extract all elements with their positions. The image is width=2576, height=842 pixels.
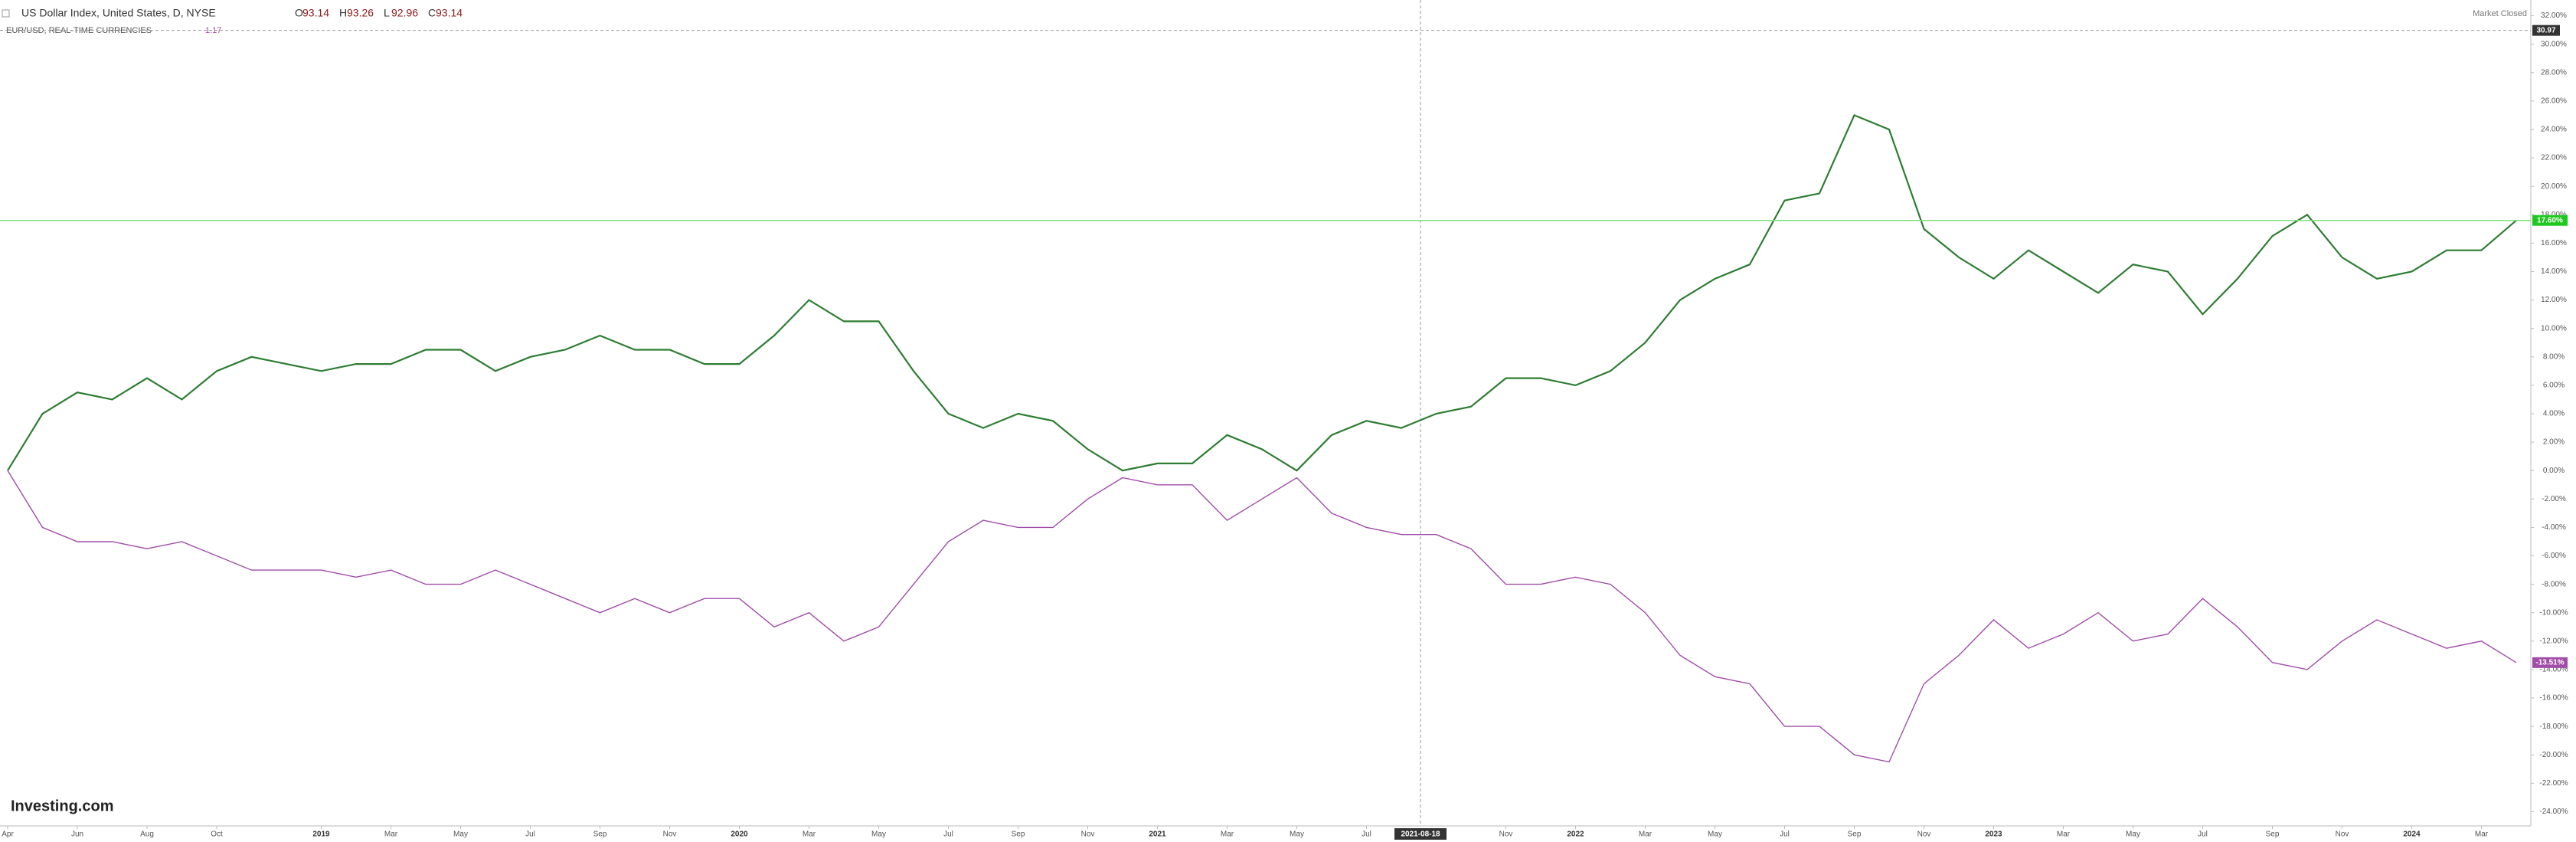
y-tick-label: -6.00% xyxy=(2542,552,2566,560)
ohlc-value: 93.14 xyxy=(436,7,463,19)
ohlc-values: O 93.14 H 93.26 L 92.96 C 93.14 xyxy=(295,7,463,19)
x-tick-label: May xyxy=(871,831,886,839)
y-tick-label: 2.00% xyxy=(2543,438,2565,447)
x-tick-label: 2021 xyxy=(1149,831,1166,839)
x-tick-label: Mar xyxy=(1639,831,1652,839)
y-tick-label: 6.00% xyxy=(2543,382,2565,390)
collapse-icon[interactable] xyxy=(2,9,10,18)
x-tick-label: May xyxy=(453,831,468,839)
y-tick-label: 10.00% xyxy=(2541,324,2567,333)
y-tick-label: 18.00% xyxy=(2541,211,2567,219)
y-tick-label: -2.00% xyxy=(2542,495,2566,503)
ohlc-label: H xyxy=(339,7,347,19)
y-tick-label: -16.00% xyxy=(2539,694,2568,703)
x-tick-label: 2023 xyxy=(1985,831,2002,839)
x-tick-label: Aug xyxy=(140,831,154,839)
x-tick-label: 2019 xyxy=(312,831,330,839)
ohlc-value: 93.26 xyxy=(347,7,374,19)
series-line xyxy=(7,113,2517,472)
reference-badge xyxy=(2532,25,2560,36)
y-tick-label: -8.00% xyxy=(2542,580,2566,588)
ohlc-value: 92.96 xyxy=(391,7,418,19)
y-tick-label: 30.00% xyxy=(2541,40,2567,48)
y-tick-label: 14.00% xyxy=(2541,267,2567,276)
x-tick-label: Apr xyxy=(2,831,14,839)
x-tick-label: May xyxy=(1290,831,1304,839)
reference-label: 30.97 xyxy=(2536,26,2555,34)
x-tick-label: Nov xyxy=(663,831,677,839)
last-value-label: -13.51% xyxy=(2535,658,2564,667)
series-name: EUR/USD, REAL-TIME CURRENCIES xyxy=(6,26,152,35)
y-tick-label: 28.00% xyxy=(2541,68,2567,77)
x-tick-label: Sep xyxy=(1012,831,1025,839)
y-tick-label: -10.00% xyxy=(2539,608,2568,617)
last-value-badge xyxy=(2532,215,2568,226)
x-tick-label: Mar xyxy=(1221,831,1234,839)
x-tick-label: Jul xyxy=(1362,831,1371,839)
crosshair-badge xyxy=(1394,828,1447,840)
series-title: US Dollar Index, United States, D, NYSE xyxy=(21,7,216,19)
y-tick-label: -12.00% xyxy=(2539,637,2568,645)
y-tick-label: 32.00% xyxy=(2541,11,2567,20)
series-quote: 1.17 xyxy=(205,26,221,35)
y-tick-label: -18.00% xyxy=(2539,722,2568,731)
y-tick-label: 12.00% xyxy=(2541,296,2567,304)
market-status: Market Closed xyxy=(2473,9,2527,18)
ohlc-label: C xyxy=(428,7,436,19)
ohlc-label: O xyxy=(295,7,303,19)
y-tick-label: -20.00% xyxy=(2539,751,2568,759)
crosshair-label: 2021-08-18 xyxy=(1401,831,1440,839)
x-tick-label: May xyxy=(2126,831,2140,839)
last-value-label: 17.60% xyxy=(2537,216,2563,224)
ohlc-label: L xyxy=(384,7,390,19)
x-tick-label: Jul xyxy=(1780,831,1790,839)
x-tick-label: Sep xyxy=(1848,831,1862,839)
x-tick-label: 2022 xyxy=(1567,831,1584,839)
y-tick-label: 26.00% xyxy=(2541,97,2567,106)
x-tick-label: Nov xyxy=(1499,831,1513,839)
y-tick-label: 24.00% xyxy=(2541,126,2567,134)
y-tick-label: 22.00% xyxy=(2541,154,2567,162)
y-tick-label: -4.00% xyxy=(2542,523,2566,532)
x-tick-label: Sep xyxy=(593,831,607,839)
series-line xyxy=(7,470,2517,763)
y-tick-label: -24.00% xyxy=(2539,808,2568,816)
y-tick-label: 0.00% xyxy=(2543,467,2565,475)
x-tick-label: Sep xyxy=(2266,831,2280,839)
last-value-badge xyxy=(2532,657,2568,668)
logo: Investing.com xyxy=(11,798,113,814)
x-tick-label: Oct xyxy=(211,831,223,839)
x-tick-label: Jul xyxy=(943,831,953,839)
y-tick-label: -22.00% xyxy=(2539,779,2568,788)
y-tick-label: 20.00% xyxy=(2541,182,2567,191)
x-tick-label: Jul xyxy=(525,831,535,839)
x-tick-label: Nov xyxy=(1081,831,1095,839)
x-tick-label: Mar xyxy=(2057,831,2071,839)
x-tick-label: Mar xyxy=(2475,831,2489,839)
x-tick-label: Jul xyxy=(2198,831,2208,839)
ohlc-value: 93.14 xyxy=(302,7,329,19)
y-tick-label: 8.00% xyxy=(2543,352,2565,361)
y-tick-label: 4.00% xyxy=(2543,410,2565,418)
y-tick-label: -14.00% xyxy=(2539,666,2568,674)
x-tick-label: Nov xyxy=(1917,831,1931,839)
x-tick-label: Jun xyxy=(71,831,83,839)
x-tick-label: May xyxy=(1708,831,1722,839)
x-tick-label: Mar xyxy=(384,831,398,839)
x-tick-label: 2020 xyxy=(731,831,748,839)
y-tick-label: 16.00% xyxy=(2541,239,2567,247)
x-tick-label: Mar xyxy=(803,831,816,839)
x-tick-label: Nov xyxy=(2336,831,2349,839)
x-tick-label: 2024 xyxy=(2403,831,2421,839)
